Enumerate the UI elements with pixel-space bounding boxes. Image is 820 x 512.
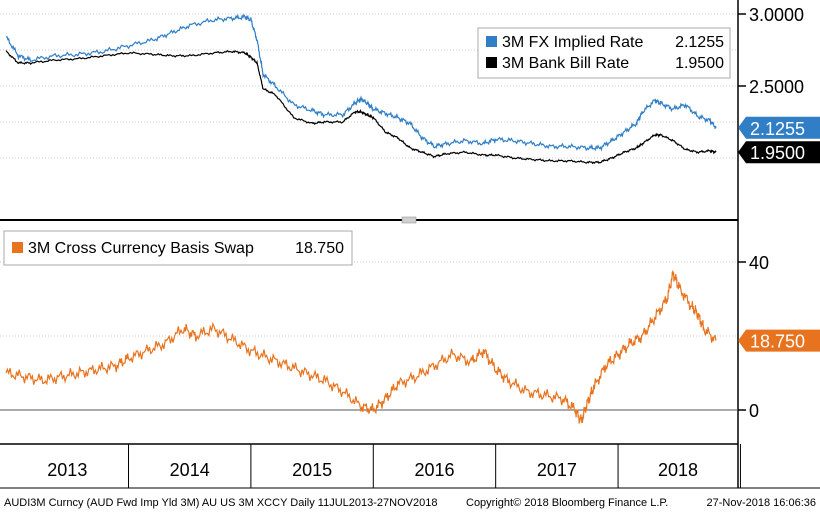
last-value-tag-text-top-1: 1.9500 [750,143,805,163]
last-value-tag-top-0: 2.1255 [738,116,820,139]
legend-top-value-1: 1.9500 [675,55,724,72]
legend-top-swatch-0 [486,36,497,47]
y-tick-label-top-0: 3.0000 [749,5,804,25]
footer-center: Copyright© 2018 Bloomberg Finance L.P. [466,497,668,509]
year-label-3: 2016 [414,460,454,480]
legend-bottom-name-0: 3M Cross Currency Basis Swap [28,240,254,257]
legend-top: 3M FX Implied Rate 2.1255 3M Bank Bill Rat… [477,27,731,79]
series-layer [5,13,717,424]
y-tick-label-top-1: 2.5000 [749,77,804,97]
legend-top-name-1: 3M Bank Bill Rate [502,55,629,72]
last-value-tag-bg-bottom-0 [738,329,820,352]
legend-bottom-box [3,230,353,266]
y-tick-label-bottom-0: 40 [749,253,769,273]
frame-layer [0,0,820,489]
year-label-2: 2015 [292,460,332,480]
tag-layer: 2.1255 1.9500 18.750 [738,116,820,352]
y-tick-label-bottom-1: 0 [749,401,759,421]
footer-right: 27-Nov-2018 16:06:36 [707,497,816,509]
legend-bottom-swatch-0 [12,242,23,253]
legend-top-value-0: 2.1255 [675,34,724,51]
series-line-top-0 [5,13,717,152]
footer-layer: AUDI3M Curncy (AUD Fwd Imp Yld 3M) AU US… [4,497,816,509]
legend-top-box [477,27,731,79]
year-label-0: 2013 [47,460,87,480]
footer-left: AUDI3M Curncy (AUD Fwd Imp Yld 3M) AU US… [4,497,437,509]
legend-bottom-value-0: 18.750 [295,240,344,257]
legend-bottom: 3M Cross Currency Basis Swap 18.750 [3,230,353,266]
year-label-5: 2018 [658,460,698,480]
last-value-tag-bottom-0: 18.750 [738,329,820,352]
legend-top-name-0: 3M FX Implied Rate [502,34,643,51]
axis-layer: 3.0000 2.5000 40 0 2013 2014 2015 2016 2017 2018 [47,5,804,488]
last-value-tag-bg-top-0 [738,116,820,139]
legend-top-swatch-1 [486,57,497,68]
panel-resize-handle [401,216,417,224]
last-value-tag-bg-top-1 [738,141,820,164]
last-value-tag-text-bottom-0: 18.750 [750,332,805,352]
year-label-4: 2017 [537,460,577,480]
series-line-bottom-0 [5,269,717,424]
last-value-tag-text-top-0: 2.1255 [750,119,805,139]
last-value-tag-top-1: 1.9500 [738,141,820,164]
year-label-1: 2014 [170,460,210,480]
grid-layer [0,13,738,411]
series-line-top-1 [5,49,717,165]
legend-layer: 3M FX Implied Rate 2.1255 3M Bank Bill Rat… [3,27,731,266]
